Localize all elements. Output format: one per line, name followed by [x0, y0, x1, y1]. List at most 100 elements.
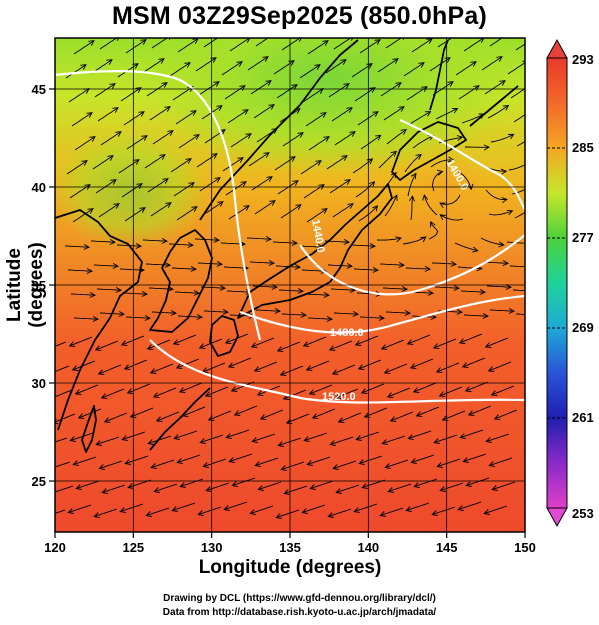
streamline-arrowhead	[291, 84, 298, 90]
streamline	[121, 335, 145, 346]
streamline-arrowhead	[535, 312, 540, 317]
streamline	[231, 381, 255, 392]
streamline-arrowhead	[47, 466, 53, 471]
streamline-arrowhead	[84, 184, 91, 190]
streamline-arrowhead	[141, 291, 148, 297]
streamline-arrowhead	[314, 64, 321, 70]
streamline-arrowhead	[374, 39, 381, 45]
streamline	[387, 387, 411, 398]
streamline	[90, 240, 116, 243]
streamline-arrowhead	[109, 83, 116, 89]
streamline	[70, 432, 94, 442]
streamline-arrowhead	[127, 483, 134, 489]
streamline-arrowhead	[404, 310, 411, 316]
streamline	[485, 337, 509, 348]
streamline-arrowhead	[145, 511, 152, 517]
streamline	[360, 134, 381, 150]
streamline	[492, 481, 516, 491]
streamline	[255, 457, 279, 467]
streamline	[483, 261, 509, 264]
streamline-arrowhead	[311, 413, 319, 419]
streamline	[250, 505, 274, 515]
streamline	[145, 263, 171, 266]
streamline	[94, 83, 116, 98]
streamline-arrowhead	[68, 341, 76, 347]
streamline-arrowhead	[178, 387, 186, 393]
streamline	[281, 461, 305, 471]
streamline-arrowhead	[387, 487, 394, 493]
streamline	[179, 382, 203, 393]
streamline-arrowhead	[315, 160, 322, 166]
streamline	[485, 189, 507, 200]
streamline-arrowhead	[530, 206, 536, 211]
streamline	[182, 406, 206, 417]
streamline	[230, 133, 252, 148]
streamline-arrowhead	[118, 311, 125, 317]
streamline	[124, 207, 146, 222]
streamline-arrowhead	[462, 457, 469, 463]
streamline	[302, 88, 324, 103]
colorbar-top-arrow	[546, 38, 568, 59]
streamline-arrowhead	[88, 40, 95, 46]
streamline	[55, 461, 71, 468]
streamline-arrowhead	[395, 82, 402, 88]
streamline-arrowhead	[147, 439, 154, 445]
streamline-arrowhead	[361, 483, 368, 489]
streamline-arrowhead	[106, 59, 113, 65]
streamline	[513, 114, 525, 123]
streamline-arrowhead	[112, 263, 119, 269]
streamline	[125, 39, 147, 54]
streamline	[327, 264, 353, 267]
streamline-arrowhead	[392, 58, 399, 64]
streamline	[462, 357, 486, 368]
cold-region-northwest	[55, 130, 210, 250]
streamline-arrowhead	[270, 33, 276, 38]
streamline-arrowhead	[301, 508, 308, 514]
x-tick-label: 130	[201, 540, 223, 555]
y-tick-label: 45	[32, 82, 46, 97]
streamline	[486, 285, 512, 288]
streamline-arrowhead	[184, 62, 191, 68]
coastline-shikoku-honshu	[237, 183, 393, 319]
contour-label-1440: 1440.0	[309, 218, 327, 253]
streamline-arrowhead	[132, 63, 139, 69]
streamline-arrowhead	[409, 195, 415, 202]
streamline-arrowhead	[506, 209, 514, 216]
streamline	[203, 310, 229, 313]
streamline	[382, 287, 408, 290]
streamline-arrowhead	[86, 268, 93, 274]
streamline-arrowhead	[205, 486, 212, 492]
streamline-arrowhead	[337, 417, 345, 423]
streamline	[65, 64, 87, 79]
streamline	[120, 87, 142, 102]
streamline-arrowhead	[277, 441, 284, 447]
streamline	[325, 59, 347, 74]
streamline	[353, 268, 379, 271]
credit-drawing: Drawing by DCL (https://www.gfd-dennou.o…	[163, 593, 436, 604]
streamline-arrowhead	[349, 131, 356, 137]
streamline-arrowhead	[323, 292, 330, 298]
streamline	[439, 386, 463, 397]
streamline-arrowhead	[435, 367, 443, 373]
streamline-arrowhead	[501, 197, 508, 204]
streamline	[300, 160, 322, 175]
streamline-arrowhead	[144, 315, 151, 321]
streamline	[253, 104, 275, 119]
streamline	[466, 477, 490, 487]
streamline-arrowhead	[233, 410, 241, 416]
streamline	[260, 409, 284, 420]
streamline-arrowhead	[532, 133, 538, 138]
streamline	[358, 359, 382, 370]
streamline-arrowhead	[202, 462, 209, 468]
streamline	[423, 194, 438, 216]
streamline-arrowhead	[259, 414, 267, 420]
streamline	[130, 407, 154, 418]
streamline-arrowhead	[219, 129, 226, 135]
streamline-arrowhead	[498, 241, 505, 248]
streamline-arrowhead	[275, 513, 282, 519]
streamline-arrowhead	[141, 135, 148, 141]
streamline	[252, 433, 276, 443]
streamline-arrowhead	[196, 314, 203, 320]
coastline-sakhalin	[429, 39, 449, 111]
streamline-arrowhead	[427, 290, 434, 296]
